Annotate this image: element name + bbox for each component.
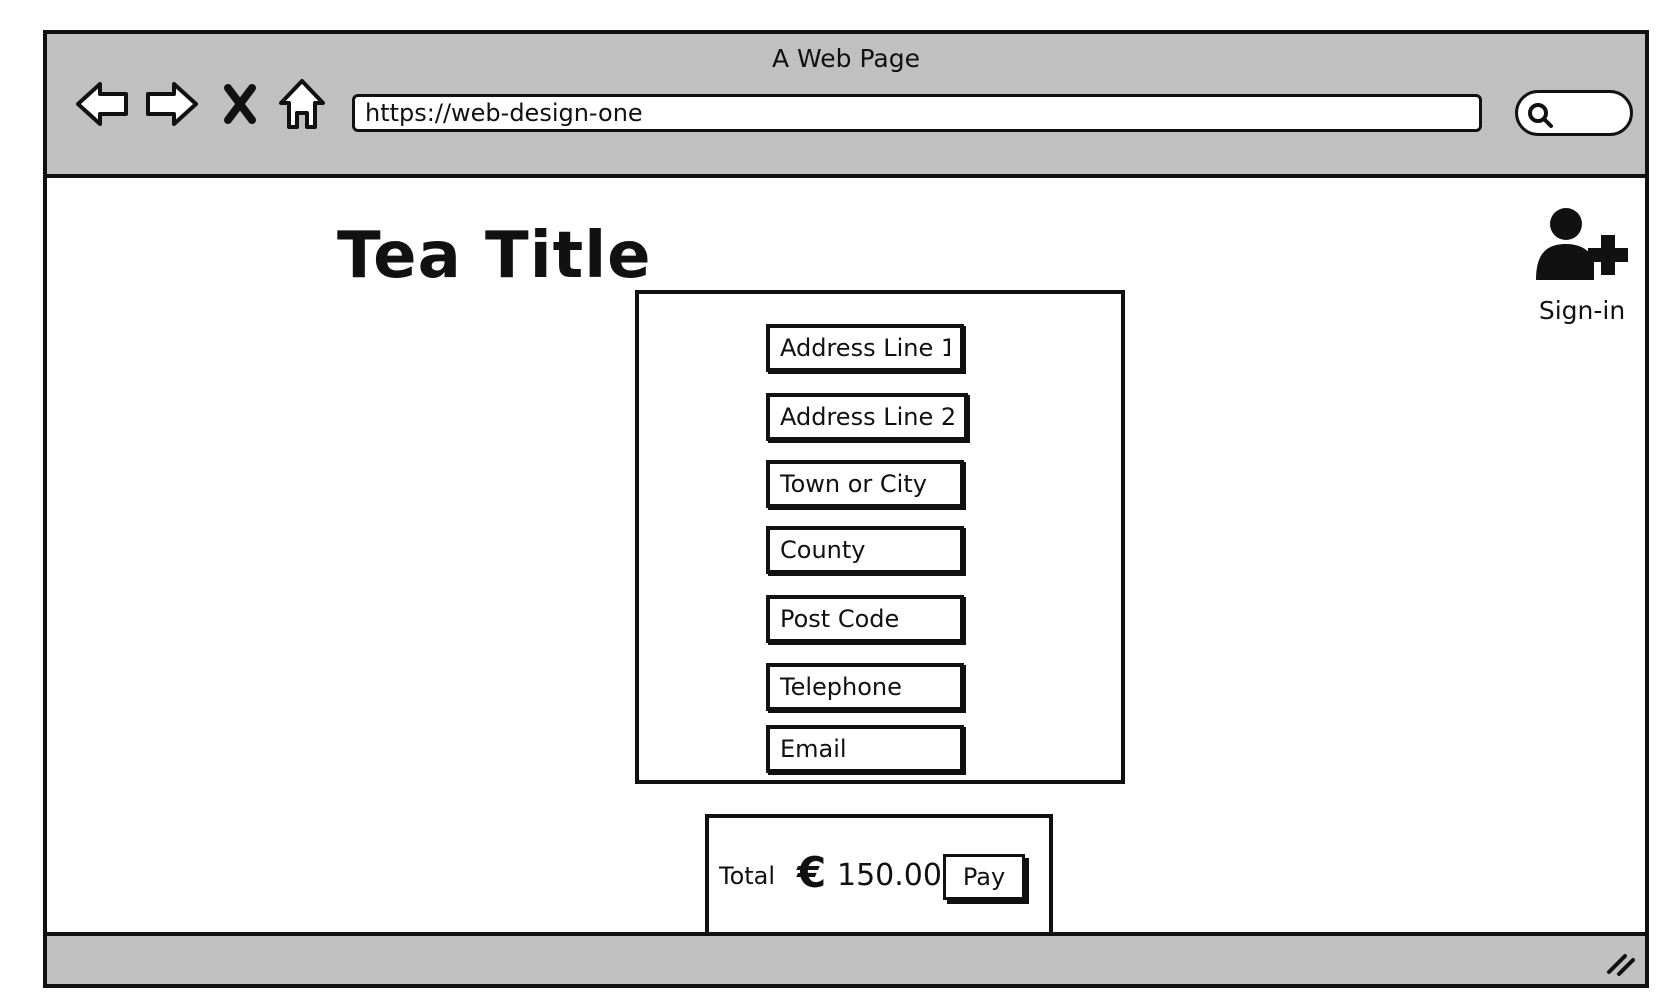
close-icon	[224, 84, 256, 124]
back-arrow-icon	[76, 82, 128, 126]
add-user-icon	[1536, 208, 1628, 280]
county-field[interactable]	[766, 526, 964, 574]
euro-currency-icon: €	[797, 848, 827, 897]
town-or-city-field[interactable]	[766, 460, 964, 508]
home-icon	[279, 79, 325, 129]
forward-button[interactable]	[141, 74, 203, 134]
browser-toolbar: A Web Page	[47, 34, 1645, 178]
home-button[interactable]	[271, 74, 333, 134]
window-title: A Web Page	[771, 44, 921, 73]
sign-in-button[interactable]: Sign-in	[1522, 206, 1642, 325]
email-field[interactable]	[766, 725, 964, 773]
telephone-field[interactable]	[766, 663, 964, 711]
pay-button[interactable]: Pay	[943, 854, 1025, 900]
search-icon	[1528, 103, 1553, 128]
address-line-1-field[interactable]	[766, 324, 964, 372]
order-total-panel: Total € 150.00 Pay	[705, 814, 1053, 938]
sign-in-label: Sign-in	[1538, 296, 1626, 325]
post-code-field[interactable]	[766, 595, 964, 643]
forward-arrow-icon	[146, 82, 198, 126]
status-bar	[47, 932, 1645, 984]
back-button[interactable]	[71, 74, 133, 134]
address-bar[interactable]	[352, 94, 1482, 132]
browser-window: A Web Page	[43, 30, 1649, 988]
total-label: Total	[719, 862, 776, 890]
stop-button[interactable]	[209, 74, 271, 134]
address-line-2-field[interactable]	[766, 393, 968, 441]
total-amount: 150.00	[837, 858, 942, 893]
page-title: Tea Title	[337, 219, 652, 293]
search-box[interactable]	[1515, 90, 1633, 136]
resize-grip-icon[interactable]	[1603, 948, 1637, 978]
address-form	[635, 290, 1125, 784]
